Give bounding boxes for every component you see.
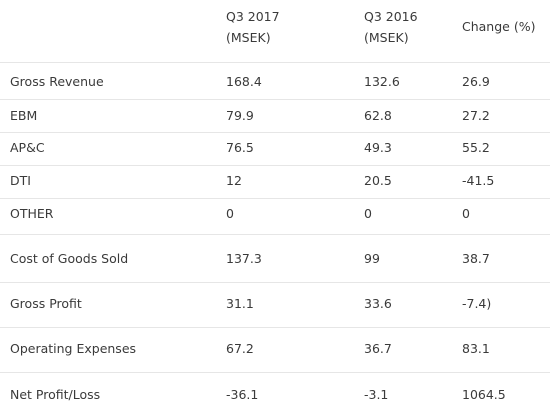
row-label: Cost of Goods Sold: [10, 251, 129, 266]
value-cell: -36.1: [226, 387, 259, 402]
value-cell: 0: [462, 206, 470, 221]
value-cell: 12: [226, 173, 242, 188]
value-cell: 20.5: [364, 173, 392, 188]
value-cell: 31.1: [226, 296, 254, 311]
value-cell: 27.2: [462, 108, 490, 123]
header-cell: Change (%): [462, 19, 536, 34]
header-cell: (MSEK): [364, 30, 409, 45]
value-cell: 36.7: [364, 341, 392, 356]
row-label: AP&C: [10, 140, 45, 155]
row-label: Gross Profit: [10, 296, 82, 311]
value-cell: 76.5: [226, 140, 254, 155]
value-cell: 137.3: [226, 251, 262, 266]
value-cell: 49.3: [364, 140, 392, 155]
value-cell: 99: [364, 251, 380, 266]
value-cell: 33.6: [364, 296, 392, 311]
header-cell: (MSEK): [226, 30, 271, 45]
row-separator: [0, 132, 550, 133]
value-cell: 1064.5: [462, 387, 506, 402]
row-label: DTI: [10, 173, 31, 188]
value-cell: 0: [364, 206, 372, 221]
row-separator: [0, 165, 550, 166]
row-label: OTHER: [10, 206, 54, 221]
value-cell: 83.1: [462, 341, 490, 356]
row-label: Operating Expenses: [10, 341, 137, 356]
row-separator: [0, 234, 550, 235]
value-cell: 55.2: [462, 140, 490, 155]
header-cell: Q3 2016: [364, 9, 418, 24]
value-cell: 0: [226, 206, 234, 221]
value-cell: 38.7: [462, 251, 490, 266]
value-cell: 168.4: [226, 74, 262, 89]
value-cell: 62.8: [364, 108, 392, 123]
row-label: EBM: [10, 108, 38, 123]
row-separator: [0, 372, 550, 373]
value-cell: 67.2: [226, 341, 254, 356]
row-separator: [0, 282, 550, 283]
row-label: Gross Revenue: [10, 74, 104, 89]
row-separator: [0, 99, 550, 100]
value-cell: -41.5: [462, 173, 495, 188]
header-cell: Q3 2017: [226, 9, 280, 24]
row-separator: [0, 198, 550, 199]
value-cell: -3.1: [364, 387, 389, 402]
value-cell: 132.6: [364, 74, 400, 89]
value-cell: 26.9: [462, 74, 490, 89]
value-cell: 79.9: [226, 108, 254, 123]
row-separator: [0, 327, 550, 328]
row-separator: [0, 62, 550, 63]
value-cell: -7.4): [462, 296, 492, 311]
row-label: Net Profit/Loss: [10, 387, 101, 402]
